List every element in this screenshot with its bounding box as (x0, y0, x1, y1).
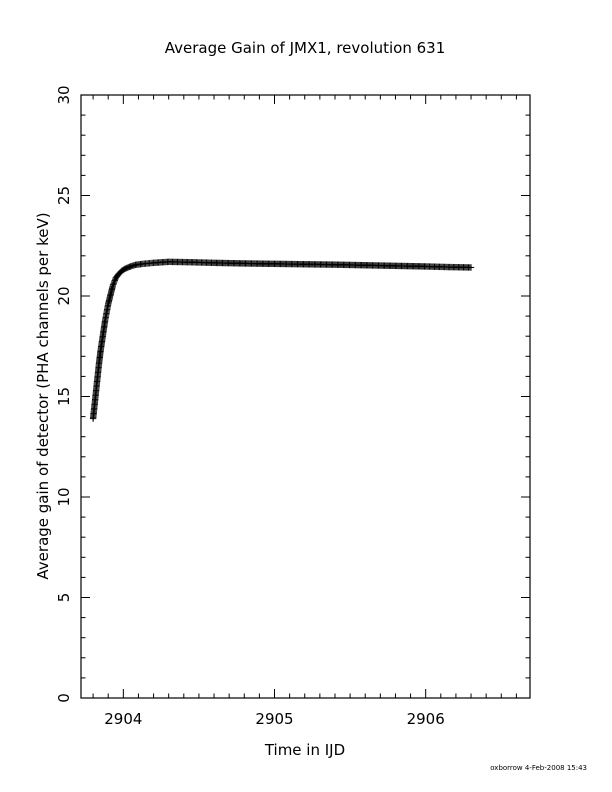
y-tick-label: 25 (55, 186, 73, 205)
data-points (89, 258, 475, 422)
y-tick-label: 20 (55, 286, 73, 305)
y-tick-label: 10 (55, 487, 73, 506)
data-point (110, 280, 117, 287)
data-point (111, 278, 118, 286)
y-axis-label: Average gain of detector (PHA channels p… (34, 212, 52, 579)
x-tick-labels: 2904 2905 2906 (104, 710, 445, 728)
y-tick-label: 30 (55, 85, 73, 104)
plot-frame (80, 94, 531, 699)
data-point (111, 277, 118, 284)
data-point (110, 281, 117, 288)
y-tick-labels: 0 5 10 15 20 25 30 (55, 85, 73, 702)
x-tick-label: 2906 (407, 710, 445, 728)
x-tick-label: 2904 (104, 710, 142, 728)
y-tick-label: 5 (55, 593, 73, 603)
data-point (467, 264, 475, 271)
axis-ticks (81, 94, 530, 699)
chart-title: Average Gain of JMX1, revolution 631 (165, 39, 446, 57)
footer-stamp: oxborrow 4-Feb-2008 15:43 (490, 764, 587, 772)
x-axis-label: Time in IJD (264, 741, 345, 759)
x-tick-label: 2905 (255, 710, 293, 728)
data-point (109, 282, 116, 290)
y-tick-label: 0 (55, 693, 73, 703)
y-tick-label: 15 (55, 387, 73, 406)
